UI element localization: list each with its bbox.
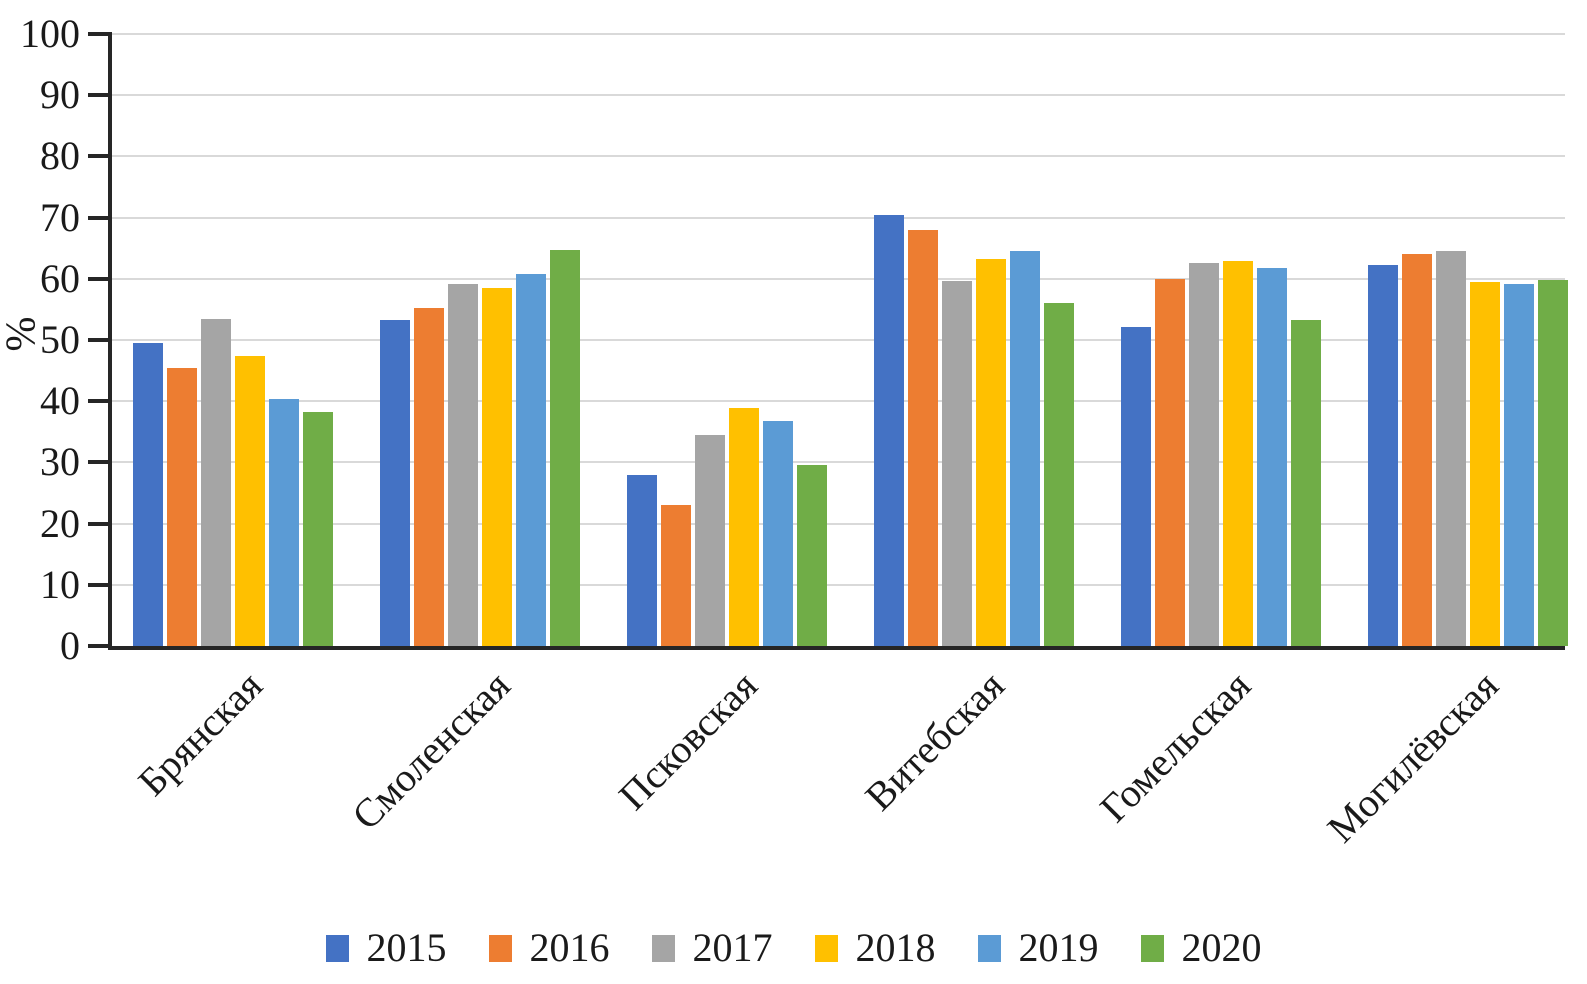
bar-2019-Псковская: [763, 420, 793, 646]
legend-item-2020: 2020: [1140, 925, 1262, 970]
bar-2019-Могилёвская: [1504, 283, 1534, 646]
x-axis-line: [108, 646, 1565, 650]
y-tick-0: [88, 644, 108, 648]
bar-2015-Могилёвская: [1368, 264, 1398, 646]
x-category-label-Гомельская: Гомельская: [1091, 662, 1260, 831]
bar-2018-Псковская: [729, 407, 759, 646]
bar-2020-Могилёвская: [1538, 280, 1568, 646]
y-tick-60: [88, 276, 108, 281]
legend-swatch-2015: [325, 934, 349, 962]
gridline-80: [108, 155, 1565, 158]
bar-2015-Псковская: [627, 474, 657, 646]
y-tick-label-70: 70: [40, 194, 80, 240]
gridline-70: [108, 216, 1565, 219]
y-tick-label-50: 50: [40, 317, 80, 362]
y-axis-line: [108, 32, 112, 650]
x-category-label-Псковская: Псковская: [609, 662, 766, 819]
gridline-100: [108, 33, 1565, 35]
bar-2019-Гомельская: [1257, 267, 1287, 646]
bar-2015-Брянская: [133, 343, 163, 646]
bar-2017-Гомельская: [1189, 262, 1219, 646]
x-category-label-Витебская: Витебская: [855, 662, 1013, 820]
bar-2015-Гомельская: [1121, 326, 1151, 646]
bar-2018-Витебская: [976, 258, 1006, 646]
bar-2015-Витебская: [874, 214, 904, 646]
bar-2018-Могилёвская: [1470, 282, 1500, 646]
y-tick-label-10: 10: [40, 561, 80, 607]
y-tick-label-80: 80: [40, 133, 80, 179]
bar-2020-Псковская: [797, 465, 827, 646]
gridline-40: [108, 400, 1565, 403]
bar-2016-Гомельская: [1155, 279, 1185, 646]
x-category-label-Смоленская: Смоленская: [342, 662, 519, 839]
legend-swatch-2016: [488, 934, 512, 962]
bar-2016-Псковская: [661, 505, 691, 646]
bar-2020-Смоленская: [550, 250, 580, 646]
gridline-90: [108, 94, 1565, 97]
bar-2017-Псковская: [695, 435, 725, 646]
y-tick-label-0: 0: [60, 623, 80, 668]
y-tick-label-30: 30: [40, 439, 80, 485]
y-tick-label-60: 60: [40, 255, 80, 301]
bar-2017-Могилёвская: [1436, 250, 1466, 646]
y-tick-20: [88, 521, 108, 526]
legend-item-2019: 2019: [977, 925, 1099, 970]
bar-2015-Смоленская: [380, 320, 410, 646]
legend-item-2018: 2018: [814, 925, 936, 970]
bar-2017-Брянская: [201, 319, 231, 646]
bar-2017-Смоленская: [448, 284, 478, 646]
bar-2017-Витебская: [942, 281, 972, 646]
gridline-20: [108, 522, 1565, 525]
y-tick-label-20: 20: [40, 500, 80, 546]
legend-item-2017: 2017: [651, 925, 773, 970]
legend-swatch-2019: [977, 934, 1001, 962]
y-tick-label-40: 40: [40, 378, 80, 424]
y-tick-10: [88, 582, 108, 587]
y-tick-30: [88, 460, 108, 465]
bar-2018-Брянская: [235, 355, 265, 646]
legend-label-2018: 2018: [855, 925, 936, 970]
gridline-60: [108, 277, 1565, 280]
gridline-50: [108, 339, 1565, 341]
legend: 2015 2016 2017 2018 2019 2020: [0, 926, 1587, 970]
bar-2016-Брянская: [167, 368, 197, 646]
bar-2018-Смоленская: [482, 287, 512, 646]
gridline-10: [108, 583, 1565, 586]
legend-label-2016: 2016: [529, 925, 610, 970]
bar-2016-Витебская: [908, 229, 938, 646]
bar-2018-Гомельская: [1223, 261, 1253, 646]
y-tick-90: [88, 93, 108, 98]
legend-label-2017: 2017: [692, 925, 773, 970]
legend-item-2015: 2015: [325, 925, 447, 970]
legend-swatch-2018: [814, 934, 838, 962]
y-tick-50: [88, 338, 108, 342]
y-tick-label-90: 90: [40, 72, 80, 118]
bar-2019-Витебская: [1010, 251, 1040, 646]
bar-2020-Гомельская: [1291, 319, 1321, 646]
x-category-label-Могилёвская: Могилёвская: [1317, 662, 1507, 852]
bar-2020-Витебская: [1044, 303, 1074, 646]
bar-2019-Брянская: [269, 399, 299, 646]
x-category-label-Брянская: Брянская: [129, 662, 272, 805]
y-tick-80: [88, 154, 108, 159]
legend-swatch-2020: [1140, 934, 1164, 962]
legend-swatch-2017: [651, 934, 675, 962]
bar-2020-Брянская: [303, 412, 333, 646]
gridline-30: [108, 461, 1565, 464]
y-tick-label-100: 100: [20, 11, 80, 56]
bar-2019-Смоленская: [516, 273, 546, 646]
y-tick-70: [88, 215, 108, 220]
bar-2016-Могилёвская: [1402, 253, 1432, 646]
y-tick-40: [88, 399, 108, 404]
legend-label-2019: 2019: [1018, 925, 1099, 970]
legend-label-2015: 2015: [366, 925, 447, 970]
legend-item-2016: 2016: [488, 925, 610, 970]
y-tick-100: [88, 32, 108, 36]
bar-2016-Смоленская: [414, 307, 444, 646]
legend-label-2020: 2020: [1181, 925, 1262, 970]
